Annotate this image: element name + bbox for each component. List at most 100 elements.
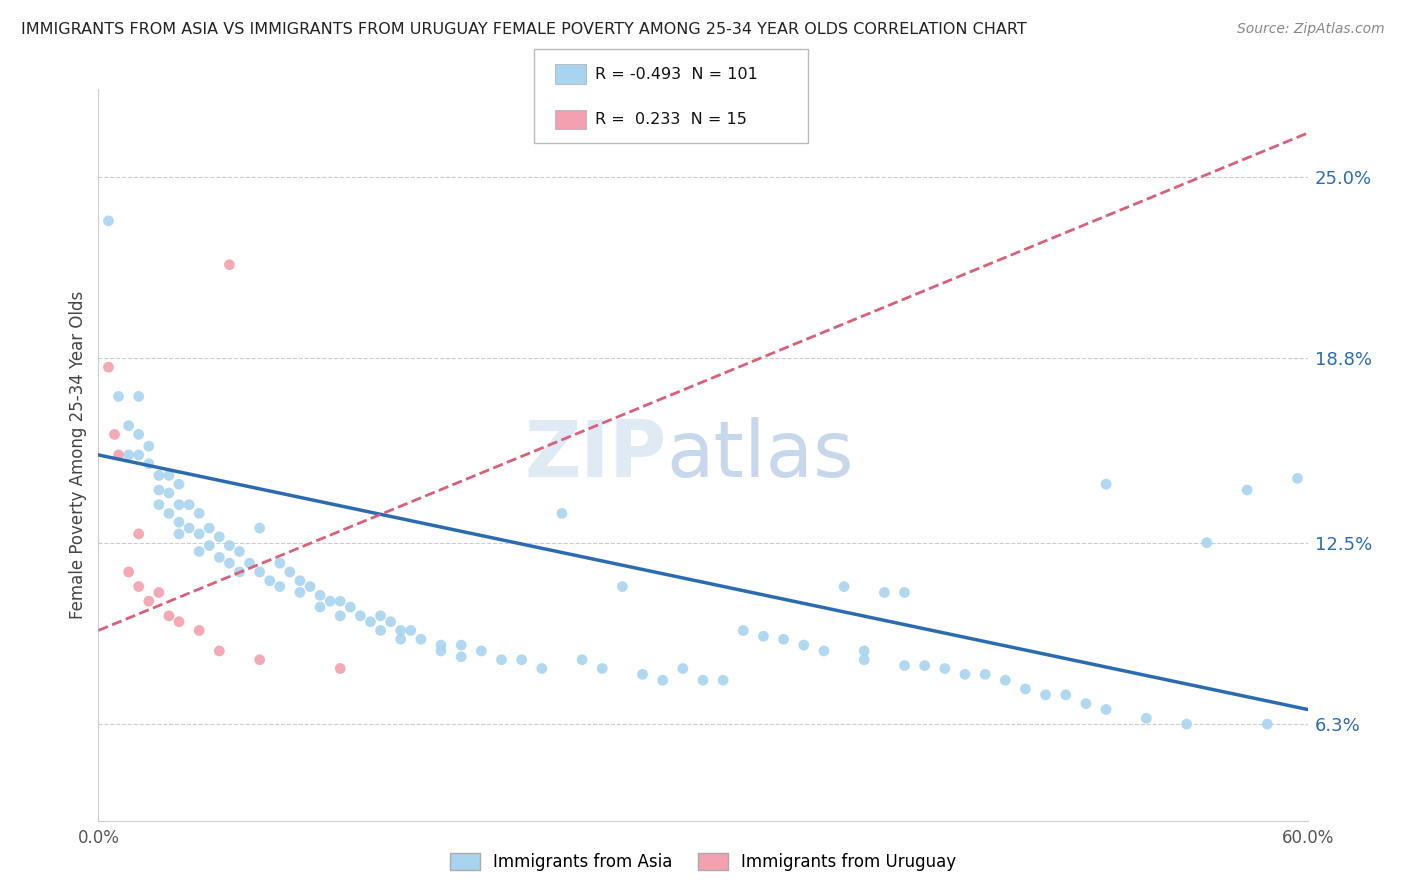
Point [228,544,250,558]
Point [107,389,129,403]
Point [288,574,311,588]
Point [873,585,896,599]
Text: atlas: atlas [666,417,855,493]
Point [1195,535,1218,549]
Point [188,527,211,541]
Point [259,574,281,588]
Point [1286,471,1309,485]
Point [167,477,190,491]
Point [832,580,855,594]
Point [179,498,201,512]
Point [167,498,190,512]
Point [470,644,492,658]
Point [1074,697,1097,711]
Point [319,594,342,608]
Point [450,649,472,664]
Point [208,530,231,544]
Point [97,360,120,375]
Point [188,507,211,521]
Point [103,427,125,442]
Point [692,673,714,688]
Point [349,608,371,623]
Point [591,661,613,675]
Point [389,624,412,638]
Legend: Immigrants from Asia, Immigrants from Uruguay: Immigrants from Asia, Immigrants from Ur… [443,847,963,878]
Point [299,580,322,594]
Point [138,457,160,471]
Point [198,539,221,553]
Point [793,638,815,652]
Point [218,539,240,553]
Point [772,632,794,647]
Point [128,527,150,541]
Point [733,624,755,638]
Point [179,521,201,535]
Point [167,515,190,529]
Point [370,624,392,638]
Point [269,580,291,594]
Text: Source: ZipAtlas.com: Source: ZipAtlas.com [1237,22,1385,37]
Point [752,629,775,643]
Point [218,556,240,570]
Point [118,565,141,579]
Point [530,661,553,675]
Point [1256,717,1278,731]
Point [148,468,170,483]
Point [370,608,392,623]
Point [893,585,915,599]
Point [128,389,150,403]
Point [329,608,352,623]
Point [218,258,240,272]
Point [893,658,915,673]
Text: R = -0.493  N = 101: R = -0.493 N = 101 [595,67,758,81]
Point [278,565,301,579]
Point [128,448,150,462]
Point [953,667,976,681]
Point [360,615,382,629]
Point [491,653,513,667]
Point [612,580,634,594]
Point [309,600,332,615]
Point [128,580,150,594]
Point [208,644,231,658]
Point [1135,711,1157,725]
Point [138,439,160,453]
Point [249,565,271,579]
Text: R =  0.233  N = 15: R = 0.233 N = 15 [595,112,747,127]
Point [188,624,211,638]
Point [571,653,593,667]
Text: IMMIGRANTS FROM ASIA VS IMMIGRANTS FROM URUGUAY FEMALE POVERTY AMONG 25-34 YEAR : IMMIGRANTS FROM ASIA VS IMMIGRANTS FROM … [21,22,1026,37]
Point [138,594,160,608]
Point [249,653,271,667]
Point [994,673,1017,688]
Point [249,521,271,535]
Y-axis label: Female Poverty Among 25-34 Year Olds: Female Poverty Among 25-34 Year Olds [69,291,87,619]
Point [208,550,231,565]
Point [510,653,533,667]
Point [711,673,734,688]
Point [1035,688,1057,702]
Point [329,594,352,608]
Point [118,418,141,433]
Point [157,468,180,483]
Point [389,632,412,647]
Point [1054,688,1077,702]
Point [157,608,180,623]
Point [157,507,180,521]
Point [118,448,141,462]
Point [148,498,170,512]
Point [1236,483,1258,497]
Point [914,658,936,673]
Point [239,556,262,570]
Point [934,661,956,675]
Point [380,615,402,629]
Point [269,556,291,570]
Point [450,638,472,652]
Point [148,483,170,497]
Point [309,588,332,602]
Point [651,673,673,688]
Point [1095,477,1118,491]
Point [128,427,150,442]
Point [409,632,432,647]
Point [813,644,835,658]
